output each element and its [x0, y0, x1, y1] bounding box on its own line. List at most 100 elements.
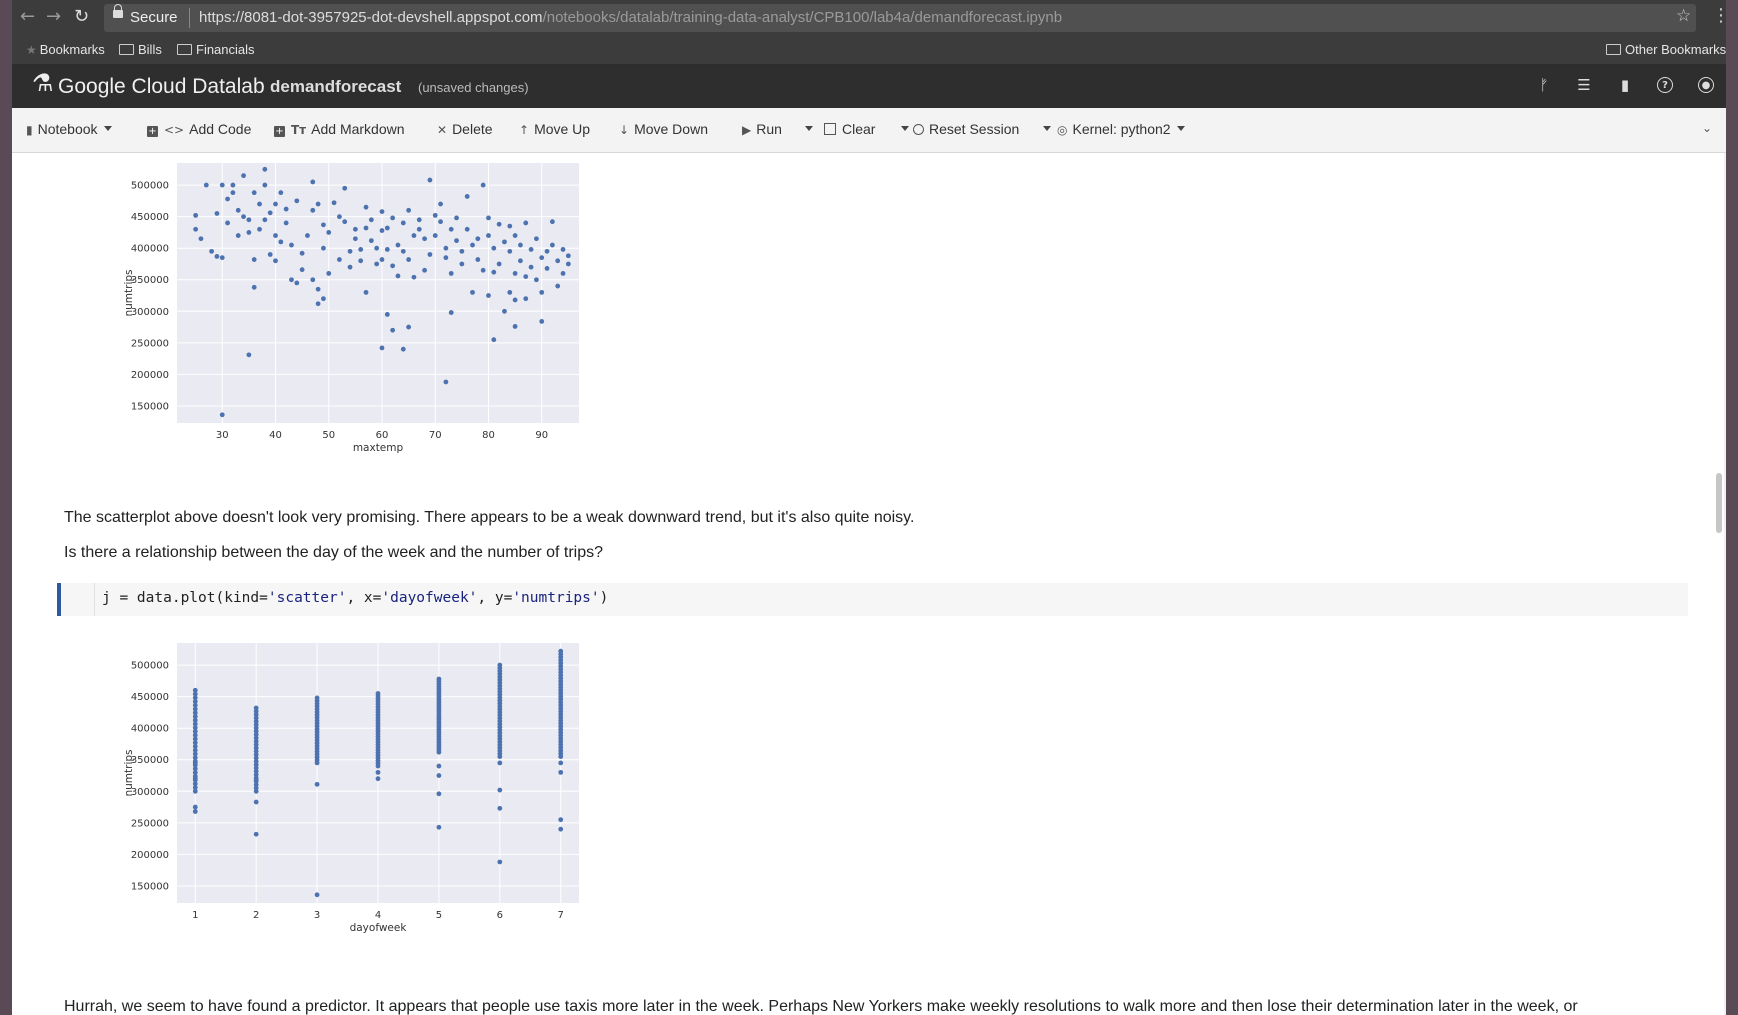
markdown-cell-observation[interactable]: The scatterplot above doesn't look very …: [64, 509, 915, 526]
clear-button[interactable]: Clear: [824, 121, 875, 137]
git-branch-icon[interactable]: ᚠ: [1539, 76, 1549, 94]
run-dropdown[interactable]: [799, 121, 813, 137]
data-point: [253, 782, 259, 788]
move-down-button[interactable]: ↓ Move Down: [619, 121, 708, 137]
x-tick-label: 60: [376, 430, 389, 441]
forward-arrow-icon[interactable]: →: [46, 6, 62, 27]
data-point: [436, 676, 442, 682]
data-point: [406, 257, 412, 262]
code-text[interactable]: j = data.plot(kind='scatter', x='dayofwe…: [102, 590, 608, 606]
data-point: [294, 280, 300, 286]
bookmark-financials[interactable]: Financials: [177, 42, 255, 57]
data-point: [363, 204, 369, 210]
data-point: [358, 247, 364, 252]
y-tick-label: 350000: [131, 755, 169, 766]
back-arrow-icon[interactable]: ←: [20, 6, 36, 27]
data-point: [253, 735, 259, 741]
collapse-toolbar-chevron-icon[interactable]: ⌄: [1702, 121, 1713, 135]
data-point: [368, 217, 374, 223]
data-point: [326, 271, 332, 276]
data-point: [219, 182, 225, 188]
address-bar[interactable]: Secure https://8081-dot-3957925-dot-devs…: [104, 4, 1696, 32]
add-code-button[interactable]: + <> Add Code: [147, 121, 251, 137]
code-icon: <>: [164, 123, 185, 137]
add-markdown-button[interactable]: + Tт Add Markdown: [274, 121, 405, 137]
y-tick-label: 450000: [131, 692, 169, 703]
data-point: [470, 289, 475, 295]
delete-button[interactable]: ✕ Delete: [437, 121, 493, 137]
data-point: [193, 226, 199, 232]
account-icon[interactable]: ●: [1698, 77, 1714, 93]
url-separator: [189, 8, 190, 28]
data-point: [267, 210, 273, 216]
markdown-cell-conclusion[interactable]: Hurrah, we seem to have found a predicto…: [64, 998, 1578, 1015]
bookmark-star-icon[interactable]: ☆: [1676, 6, 1692, 26]
y-tick-label: 250000: [131, 338, 169, 349]
markdown-cell-question[interactable]: Is there a relationship between the day …: [64, 544, 603, 561]
y-tick-label: 150000: [131, 401, 169, 412]
run-button[interactable]: ▶ Run: [742, 121, 782, 137]
y-tick-label: 500000: [131, 181, 169, 192]
dayofweek-scatter-chart: 1 2 3 4 5 6 7 150000 200000 250000 300000 350000 400…: [123, 643, 579, 933]
data-point: [246, 217, 252, 223]
bookmark-label: Bookmarks: [39, 42, 105, 57]
data-point: [507, 289, 513, 295]
data-point: [480, 267, 486, 273]
data-point: [379, 257, 385, 262]
data-point: [326, 230, 332, 235]
data-point: [253, 788, 259, 794]
notebook-menu[interactable]: ▮ Notebook: [26, 121, 112, 137]
reset-session-dropdown[interactable]: [1037, 121, 1051, 137]
data-point: [251, 257, 257, 262]
x-tick-label: 4: [375, 910, 381, 921]
data-point: [539, 255, 545, 261]
x-tick-label: 90: [535, 430, 548, 441]
data-point: [253, 715, 259, 721]
scrollbar-track[interactable]: [1724, 153, 1726, 1015]
data-point: [219, 412, 225, 418]
secure-label: Secure: [130, 9, 178, 26]
data-point: [507, 223, 513, 229]
data-point: [518, 242, 523, 248]
data-point: [251, 284, 257, 290]
chrome-menu-icon[interactable]: ⋮: [1712, 5, 1726, 26]
sessions-list-icon[interactable]: ☰: [1577, 76, 1591, 94]
clear-dropdown[interactable]: [895, 121, 909, 137]
bookmark-other[interactable]: Other Bookmarks: [1606, 42, 1726, 57]
brand-title[interactable]: Google Cloud Datalab: [58, 75, 265, 98]
data-point: [315, 286, 321, 292]
notebook-title[interactable]: demandforecast: [270, 77, 402, 96]
reload-icon[interactable]: ↻: [74, 6, 90, 27]
url-text[interactable]: https://8081-dot-3957925-dot-devshell.ap…: [199, 9, 1062, 26]
data-point: [253, 765, 259, 771]
bookmark-icon[interactable]: ▮: [1620, 76, 1630, 94]
data-point: [192, 809, 198, 814]
y-tick-label: 200000: [131, 850, 169, 861]
caret-down-icon: [1043, 126, 1051, 131]
data-point: [502, 239, 507, 245]
data-point: [544, 265, 550, 271]
bookmark-bills[interactable]: Bills: [119, 42, 162, 57]
bookmark-apps[interactable]: ★ Bookmarks: [26, 42, 105, 57]
kernel-menu[interactable]: ◎ Kernel: python2: [1057, 121, 1185, 137]
help-icon[interactable]: ?: [1657, 77, 1673, 93]
star-icon: ★: [26, 43, 37, 57]
data-point: [390, 327, 396, 333]
data-point: [416, 217, 422, 223]
cell-gutter: [94, 583, 95, 616]
data-point: [310, 207, 316, 213]
data-point: [192, 747, 198, 753]
reset-session-button[interactable]: Reset Session: [913, 121, 1019, 137]
data-point: [192, 729, 198, 734]
data-point: [358, 258, 364, 264]
data-point: [283, 220, 289, 226]
code-cell[interactable]: j = data.plot(kind='scatter', x='dayofwe…: [57, 583, 1688, 616]
move-up-button[interactable]: ↑ Move Up: [519, 121, 590, 137]
scrollbar-thumb[interactable]: [1716, 473, 1722, 533]
data-point: [464, 194, 470, 199]
data-point: [219, 255, 225, 261]
code-token: ): [599, 590, 609, 606]
data-point: [262, 166, 268, 172]
data-point: [454, 238, 459, 244]
data-point: [352, 226, 358, 232]
